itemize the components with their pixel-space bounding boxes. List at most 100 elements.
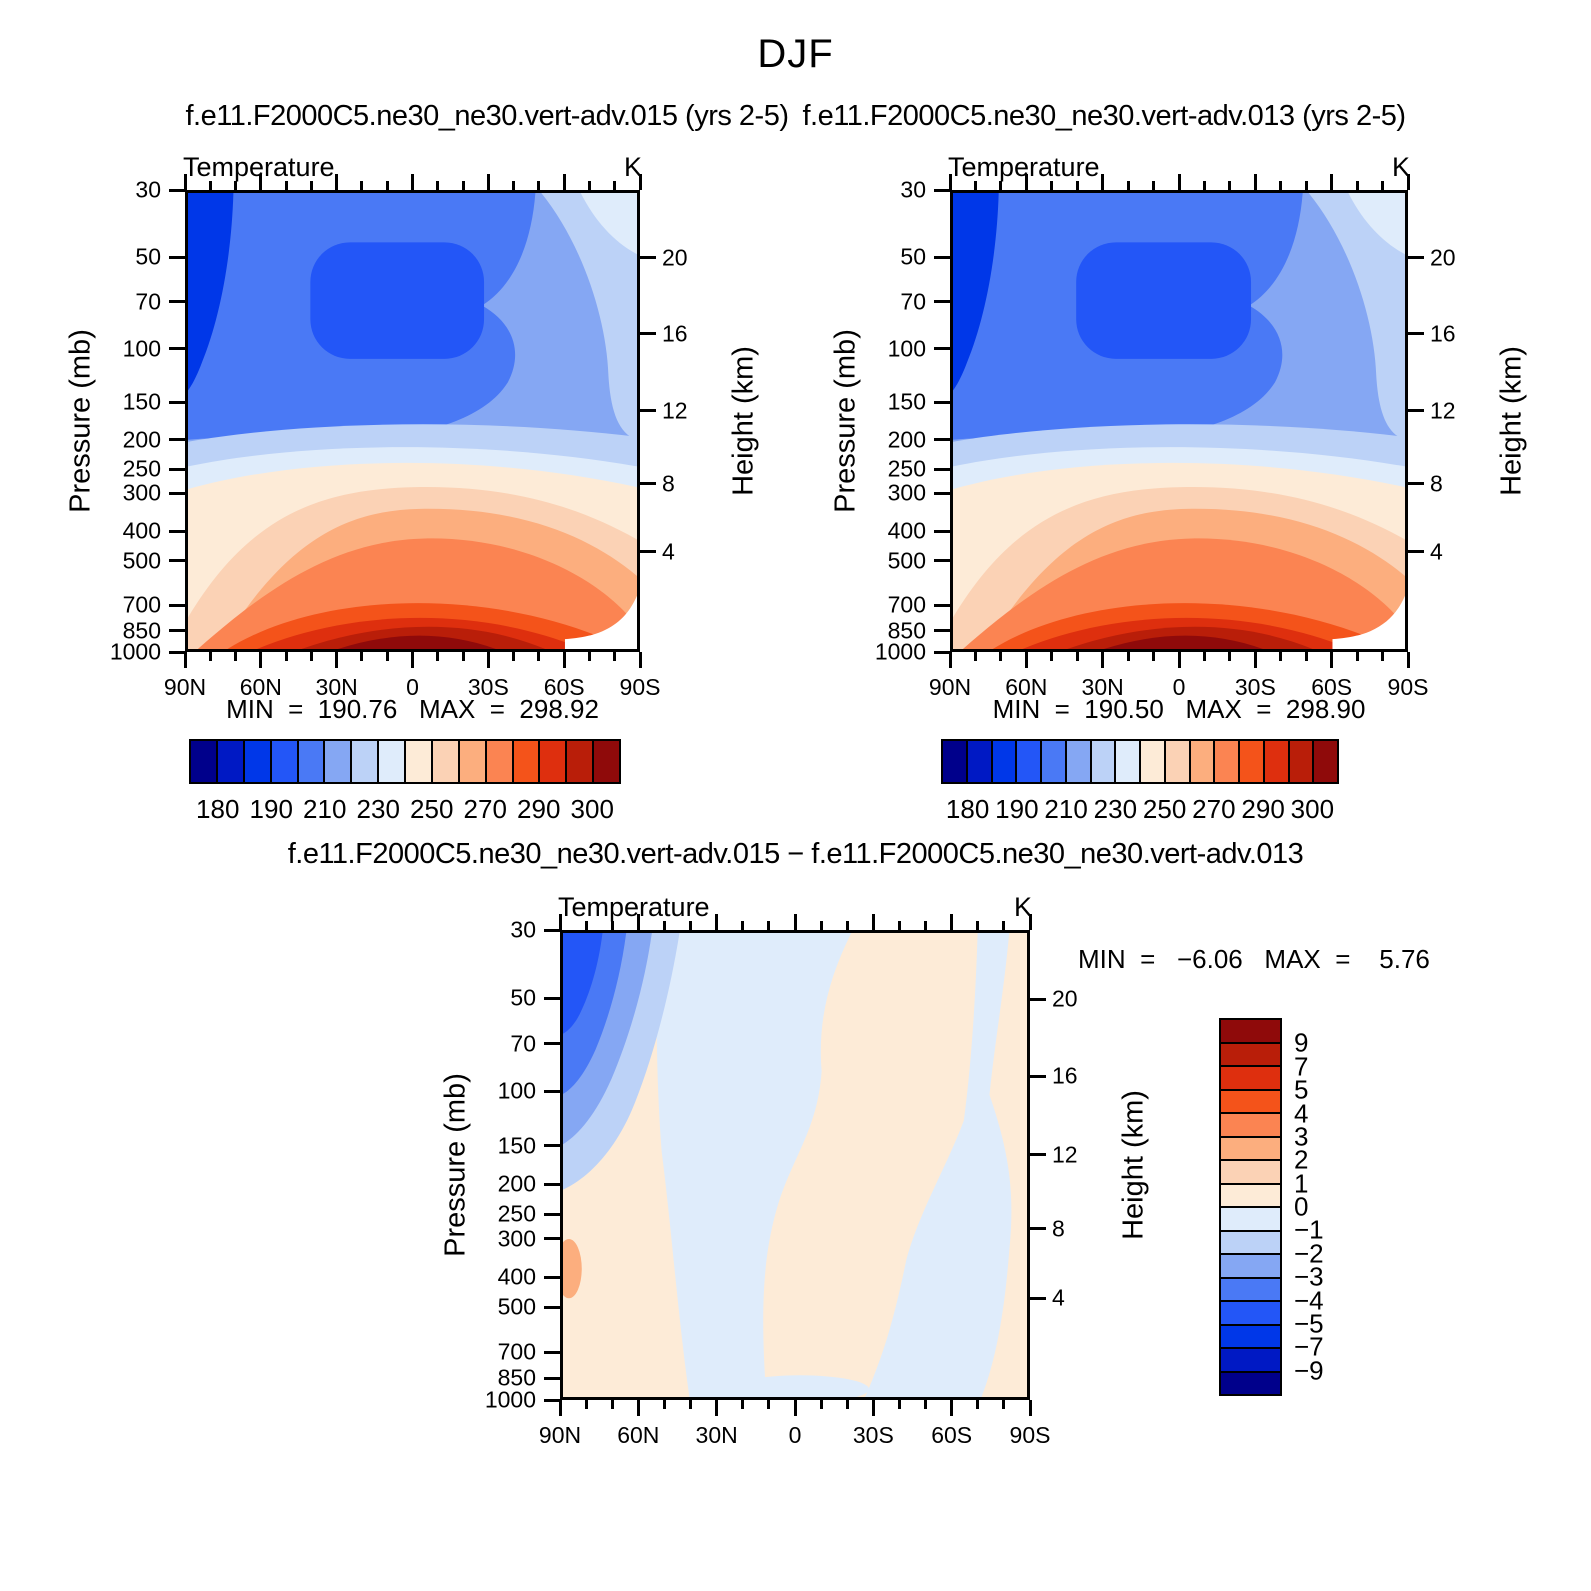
height-tick-label: 16 (662, 320, 688, 347)
colorbar-cell (430, 741, 458, 782)
pressure-tick (544, 1237, 560, 1241)
pressure-tick-label: 250 (887, 455, 926, 482)
colorbar-cell (323, 741, 351, 782)
colorbar-tick-label: 1 (1294, 1168, 1309, 1199)
latitude-minor-tick (512, 181, 516, 190)
colorbar-tick-label: 300 (1290, 794, 1335, 824)
pressure-tick-label: 500 (122, 547, 161, 574)
height-axis-title: Height (km) (1495, 346, 1528, 496)
latitude-tick-label: 30S (467, 674, 509, 700)
latitude-minor-tick (897, 1400, 901, 1409)
latitude-minor-tick (924, 1400, 928, 1409)
latitude-major-tick (1253, 652, 1257, 668)
height-tick (1408, 550, 1424, 554)
pressure-tick-label: 850 (887, 617, 926, 644)
pressure-tick (169, 467, 185, 471)
colorbar-tick-label: −1 (1294, 1214, 1324, 1245)
height-tick (1030, 997, 1046, 1001)
latitude-minor-tick (845, 921, 849, 930)
latitude-minor-tick (1002, 1400, 1006, 1409)
colorbar-cell (1221, 1253, 1280, 1277)
colorbar-tick-label: 250 (1142, 794, 1187, 824)
height-tick (1030, 1153, 1046, 1157)
colorbar-cell (1221, 1229, 1280, 1253)
pressure-tick-label: 200 (887, 426, 926, 453)
height-tick-label: 20 (1430, 244, 1456, 271)
colorbar-cell (242, 741, 270, 782)
latitude-tick-label: 60N (617, 1422, 660, 1448)
latitude-minor-tick (613, 181, 617, 190)
pressure-tick-label: 70 (510, 1030, 536, 1057)
latitude-minor-tick (1381, 181, 1385, 190)
pressure-tick-label: 150 (497, 1132, 536, 1159)
latitude-tick-label: 30N (695, 1422, 738, 1448)
latitude-major-tick (1101, 174, 1105, 190)
height-tick-label: 8 (662, 470, 675, 497)
colorbar-cell (1238, 741, 1263, 782)
latitude-minor-tick (1279, 181, 1283, 190)
pressure-tick-label: 200 (497, 1170, 536, 1197)
latitude-minor-tick (360, 652, 364, 661)
latitude-minor-tick (662, 921, 666, 930)
pressure-tick (934, 347, 950, 351)
pressure-tick-label: 200 (122, 426, 161, 453)
height-tick-label: 12 (1052, 1141, 1078, 1168)
colorbar-cell (1221, 1065, 1280, 1089)
height-tick (1408, 332, 1424, 336)
pressure-tick (169, 559, 185, 563)
run013-subtitle: f.e11.F2000C5.ne30_ne30.vert-adv.013 (yr… (802, 100, 1407, 132)
pressure-tick-label: 700 (887, 591, 926, 618)
colorbar-cell (457, 741, 485, 782)
pressure-tick (544, 1042, 560, 1046)
colorbar-cell (1221, 1323, 1280, 1347)
pressure-tick (544, 1089, 560, 1093)
colorbar-cell (1213, 741, 1238, 782)
pressure-tick-label: 300 (122, 479, 161, 506)
height-tick (640, 332, 656, 336)
pressure-tick (544, 996, 560, 1000)
pressure-tick-label: 300 (887, 479, 926, 506)
pressure-tick (934, 603, 950, 607)
pressure-tick-label: 400 (887, 517, 926, 544)
pressure-tick (169, 438, 185, 442)
pressure-tick-label: 50 (510, 984, 536, 1011)
pressure-tick (169, 300, 185, 304)
latitude-minor-tick (1355, 181, 1359, 190)
latitude-minor-tick (1075, 652, 1079, 661)
latitude-tick-label: 60S (543, 674, 585, 700)
latitude-major-tick (1028, 914, 1032, 930)
latitude-tick-label: 30N (315, 674, 358, 700)
pressure-tick (544, 1398, 560, 1402)
latitude-major-tick (793, 1400, 797, 1416)
latitude-major-tick (871, 1400, 875, 1416)
colorbar-cell (1221, 1206, 1280, 1230)
pressure-tick (169, 650, 185, 654)
latitude-tick-label: 90S (1387, 674, 1429, 700)
latitude-minor-tick (610, 921, 614, 930)
pressure-tick (934, 467, 950, 471)
panel-difference: Temperature K Pressure (mb) Height (km) … (440, 892, 1150, 1448)
latitude-minor-tick (924, 921, 928, 930)
pressure-tick-label: 150 (122, 388, 161, 415)
latitude-tick-label: 90S (1009, 1422, 1051, 1448)
colorbar-difference: 9 7 5 4 3 2 1 0 −1 −2 −3 −4 −5 −7 −9 (1219, 1018, 1324, 1396)
colorbar-tick-label: 190 (249, 794, 293, 824)
colorbar-tick-label: −2 (1294, 1238, 1324, 1269)
colorbar-tick-label: −5 (1294, 1308, 1324, 1339)
latitude-minor-tick (610, 1400, 614, 1409)
latitude-major-tick (948, 652, 952, 668)
colorbar-cell (484, 741, 512, 782)
latitude-tick-label: 0 (406, 674, 419, 700)
panel-units-label: K (1391, 152, 1410, 182)
colorbar-cell (965, 741, 991, 782)
pressure-tick (544, 1350, 560, 1354)
pressure-tick (544, 1305, 560, 1309)
pressure-tick-label: 1000 (109, 638, 161, 665)
plot-frame (950, 190, 1408, 652)
latitude-minor-tick (1002, 921, 1006, 930)
latitude-minor-tick (973, 181, 977, 190)
latitude-major-tick (1101, 652, 1105, 668)
latitude-minor-tick (1050, 652, 1054, 661)
latitude-major-tick (948, 174, 952, 190)
latitude-minor-tick (461, 652, 465, 661)
